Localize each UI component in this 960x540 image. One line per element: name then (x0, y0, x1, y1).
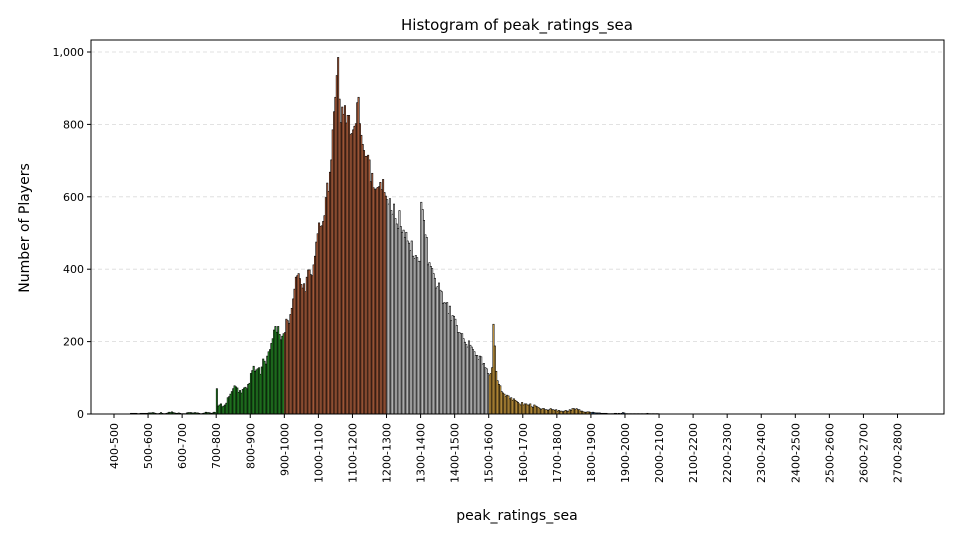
x-tick-label: 1700-1800 (551, 423, 564, 483)
x-tick-label: 2700-2800 (892, 423, 905, 483)
x-tick-label: 1300-1400 (415, 423, 428, 483)
x-tick-label: 1100-1200 (346, 423, 359, 483)
x-tick-label: 900-1000 (278, 423, 291, 476)
axes: 0 200 400 600 800 1,000 400-500 500-600 600-700 7… (53, 39, 945, 483)
x-tick-label: 2500-2600 (823, 423, 836, 483)
y-axis-title: Number of Players (17, 163, 33, 293)
chart-title: Histogram of peak_ratings_sea (401, 16, 633, 35)
x-tick-label: 800-900 (244, 423, 257, 469)
x-tick-label: 2600-2700 (857, 423, 870, 483)
y-tick-label: 400 (63, 263, 84, 276)
x-tick-label: 2200-2300 (721, 423, 734, 483)
x-tick-label: 500-600 (142, 423, 155, 469)
x-tick-label: 2300-2400 (755, 423, 768, 483)
x-tick-label: 1400-1500 (449, 423, 462, 483)
x-tick-label: 1500-1600 (483, 423, 496, 483)
x-tick-label: 1000-1100 (312, 423, 325, 483)
x-tick-label: 1800-1900 (585, 423, 598, 483)
x-tick-label: 600-700 (176, 423, 189, 469)
x-tick-label: 700-800 (210, 423, 223, 469)
y-tick-label: 0 (77, 408, 84, 421)
x-axis-title: peak_ratings_sea (456, 508, 577, 524)
y-tick-label: 1,000 (53, 46, 85, 59)
x-tick-label: 400-500 (108, 423, 121, 469)
plot-frame (90, 39, 945, 415)
y-tick-label: 800 (63, 118, 84, 131)
x-tick-label: 1600-1700 (517, 423, 530, 483)
y-tick-label: 200 (63, 336, 84, 349)
grid-lines (91, 51, 944, 343)
x-tick-label: 2100-2200 (687, 423, 700, 483)
x-tick-label: 1900-2000 (619, 423, 632, 483)
x-tick-label: 2000-2100 (653, 423, 666, 483)
x-tick-label: 2400-2500 (789, 423, 802, 483)
y-tick-label: 600 (63, 191, 84, 204)
x-tick-label: 1200-1300 (381, 423, 394, 483)
